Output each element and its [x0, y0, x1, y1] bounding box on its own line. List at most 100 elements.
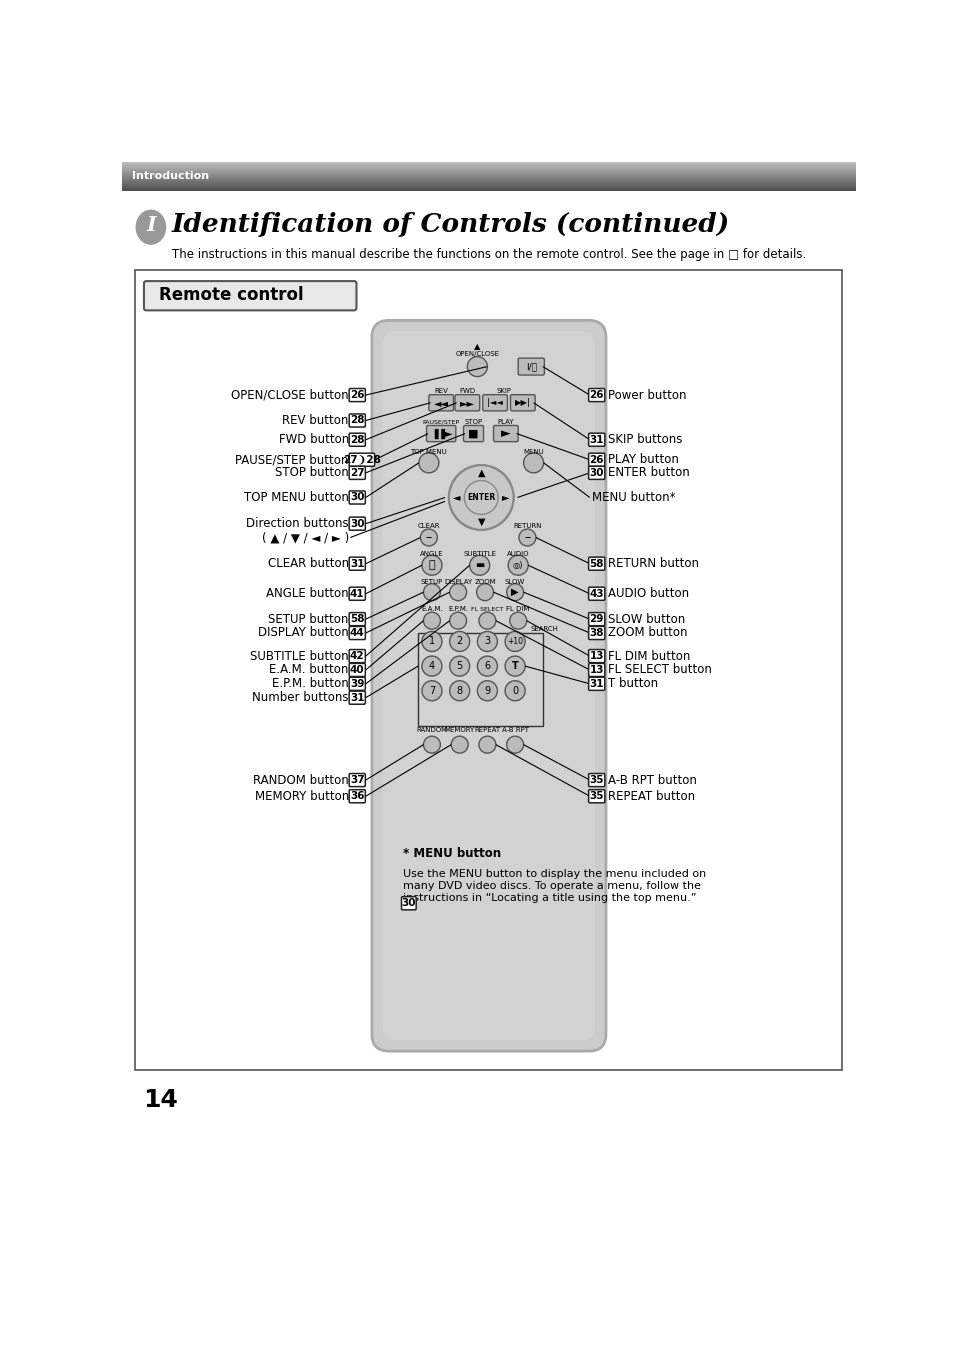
- FancyBboxPatch shape: [455, 395, 479, 411]
- Text: Remote control: Remote control: [158, 286, 303, 303]
- Text: 13: 13: [589, 651, 603, 661]
- Text: 58: 58: [350, 615, 364, 624]
- FancyBboxPatch shape: [349, 453, 375, 466]
- Text: SKIP buttons: SKIP buttons: [607, 433, 681, 446]
- Text: REV: REV: [434, 388, 448, 394]
- Circle shape: [423, 736, 440, 754]
- FancyBboxPatch shape: [349, 663, 365, 677]
- Text: OPEN/CLOSE: OPEN/CLOSE: [455, 352, 498, 357]
- Circle shape: [476, 656, 497, 677]
- Text: 31: 31: [350, 693, 364, 702]
- Text: ◎): ◎): [513, 561, 523, 570]
- Circle shape: [509, 612, 526, 630]
- Circle shape: [449, 584, 466, 601]
- Text: –: –: [524, 531, 530, 545]
- FancyBboxPatch shape: [588, 790, 604, 803]
- Circle shape: [421, 555, 441, 576]
- Text: +10: +10: [507, 638, 522, 646]
- Text: SETUP: SETUP: [420, 578, 442, 585]
- Text: ENTER: ENTER: [467, 493, 495, 501]
- FancyBboxPatch shape: [588, 677, 604, 690]
- Text: E.A.M. button: E.A.M. button: [269, 663, 349, 677]
- Text: 37: 37: [350, 775, 364, 785]
- FancyBboxPatch shape: [349, 612, 365, 625]
- Circle shape: [478, 736, 496, 754]
- Text: 30: 30: [401, 898, 416, 909]
- FancyBboxPatch shape: [588, 588, 604, 600]
- Text: MENU button*: MENU button*: [592, 491, 675, 504]
- Text: ▬: ▬: [475, 561, 484, 570]
- FancyBboxPatch shape: [349, 388, 365, 402]
- FancyBboxPatch shape: [426, 426, 456, 442]
- Circle shape: [449, 465, 513, 530]
- Text: Power button: Power button: [607, 388, 685, 402]
- Text: E.A.M.: E.A.M.: [420, 607, 442, 612]
- Text: STOP button: STOP button: [274, 466, 349, 480]
- Text: ►: ►: [501, 492, 509, 503]
- Text: SLOW button: SLOW button: [607, 612, 684, 625]
- Text: 39: 39: [350, 679, 364, 689]
- FancyBboxPatch shape: [349, 433, 365, 446]
- FancyBboxPatch shape: [588, 612, 604, 625]
- Text: SUBTITLE: SUBTITLE: [463, 551, 496, 557]
- FancyBboxPatch shape: [493, 426, 517, 442]
- Text: 58: 58: [589, 558, 603, 569]
- Text: Direction buttons: Direction buttons: [246, 518, 349, 530]
- Circle shape: [449, 631, 469, 651]
- Circle shape: [421, 656, 441, 677]
- FancyBboxPatch shape: [401, 896, 416, 910]
- Text: I: I: [146, 214, 155, 235]
- Text: T: T: [511, 661, 517, 671]
- Text: ⛶: ⛶: [428, 561, 435, 570]
- Text: RETURN button: RETURN button: [607, 557, 698, 570]
- Text: ■: ■: [468, 429, 478, 438]
- Text: FL DIM button: FL DIM button: [607, 650, 689, 663]
- Text: 13: 13: [589, 665, 603, 675]
- Text: RANDOM: RANDOM: [416, 728, 447, 733]
- FancyBboxPatch shape: [449, 489, 475, 506]
- Circle shape: [420, 528, 436, 546]
- Text: 2: 2: [456, 636, 462, 647]
- FancyBboxPatch shape: [349, 627, 365, 639]
- FancyBboxPatch shape: [510, 395, 535, 411]
- FancyBboxPatch shape: [588, 663, 604, 677]
- Text: REPEAT: REPEAT: [474, 728, 500, 733]
- Text: 38: 38: [589, 628, 603, 638]
- Text: 35: 35: [589, 775, 603, 785]
- Text: 26: 26: [589, 390, 603, 400]
- Text: FL DIM: FL DIM: [506, 607, 529, 612]
- Text: * MENU button: * MENU button: [402, 847, 500, 860]
- Text: E.P.M.: E.P.M.: [448, 607, 468, 612]
- Text: The instructions in this manual describe the functions on the remote control. Se: The instructions in this manual describe…: [172, 248, 805, 260]
- Text: MEMORY button: MEMORY button: [254, 790, 349, 803]
- Text: SEARCH: SEARCH: [530, 627, 558, 632]
- Text: A-B RPT: A-B RPT: [501, 728, 528, 733]
- Text: A-B RPT button: A-B RPT button: [607, 774, 696, 787]
- Text: Identification of Controls (continued): Identification of Controls (continued): [172, 213, 729, 237]
- Circle shape: [476, 584, 493, 601]
- Text: PAUSE/STEP: PAUSE/STEP: [422, 419, 459, 425]
- Text: –: –: [425, 531, 432, 545]
- Text: ZOOM button: ZOOM button: [607, 627, 686, 639]
- Text: 31: 31: [350, 558, 364, 569]
- Text: RANDOM button: RANDOM button: [253, 774, 349, 787]
- Text: REV button: REV button: [282, 414, 349, 427]
- FancyBboxPatch shape: [372, 321, 605, 1051]
- Text: Number buttons: Number buttons: [252, 692, 349, 704]
- Text: 4: 4: [429, 661, 435, 671]
- Circle shape: [464, 480, 497, 515]
- Text: instructions in “Locating a title using the top menu.”: instructions in “Locating a title using …: [402, 894, 696, 903]
- Circle shape: [467, 357, 487, 376]
- Text: 31: 31: [589, 434, 603, 445]
- Circle shape: [423, 584, 440, 601]
- FancyBboxPatch shape: [482, 395, 507, 411]
- Circle shape: [508, 555, 528, 576]
- FancyBboxPatch shape: [349, 790, 365, 803]
- Text: ENTER button: ENTER button: [607, 466, 688, 480]
- FancyBboxPatch shape: [473, 504, 489, 530]
- FancyBboxPatch shape: [429, 395, 453, 411]
- Circle shape: [423, 612, 440, 630]
- FancyBboxPatch shape: [349, 774, 365, 787]
- Text: TOP MENU button: TOP MENU button: [244, 491, 349, 504]
- FancyBboxPatch shape: [135, 270, 841, 1070]
